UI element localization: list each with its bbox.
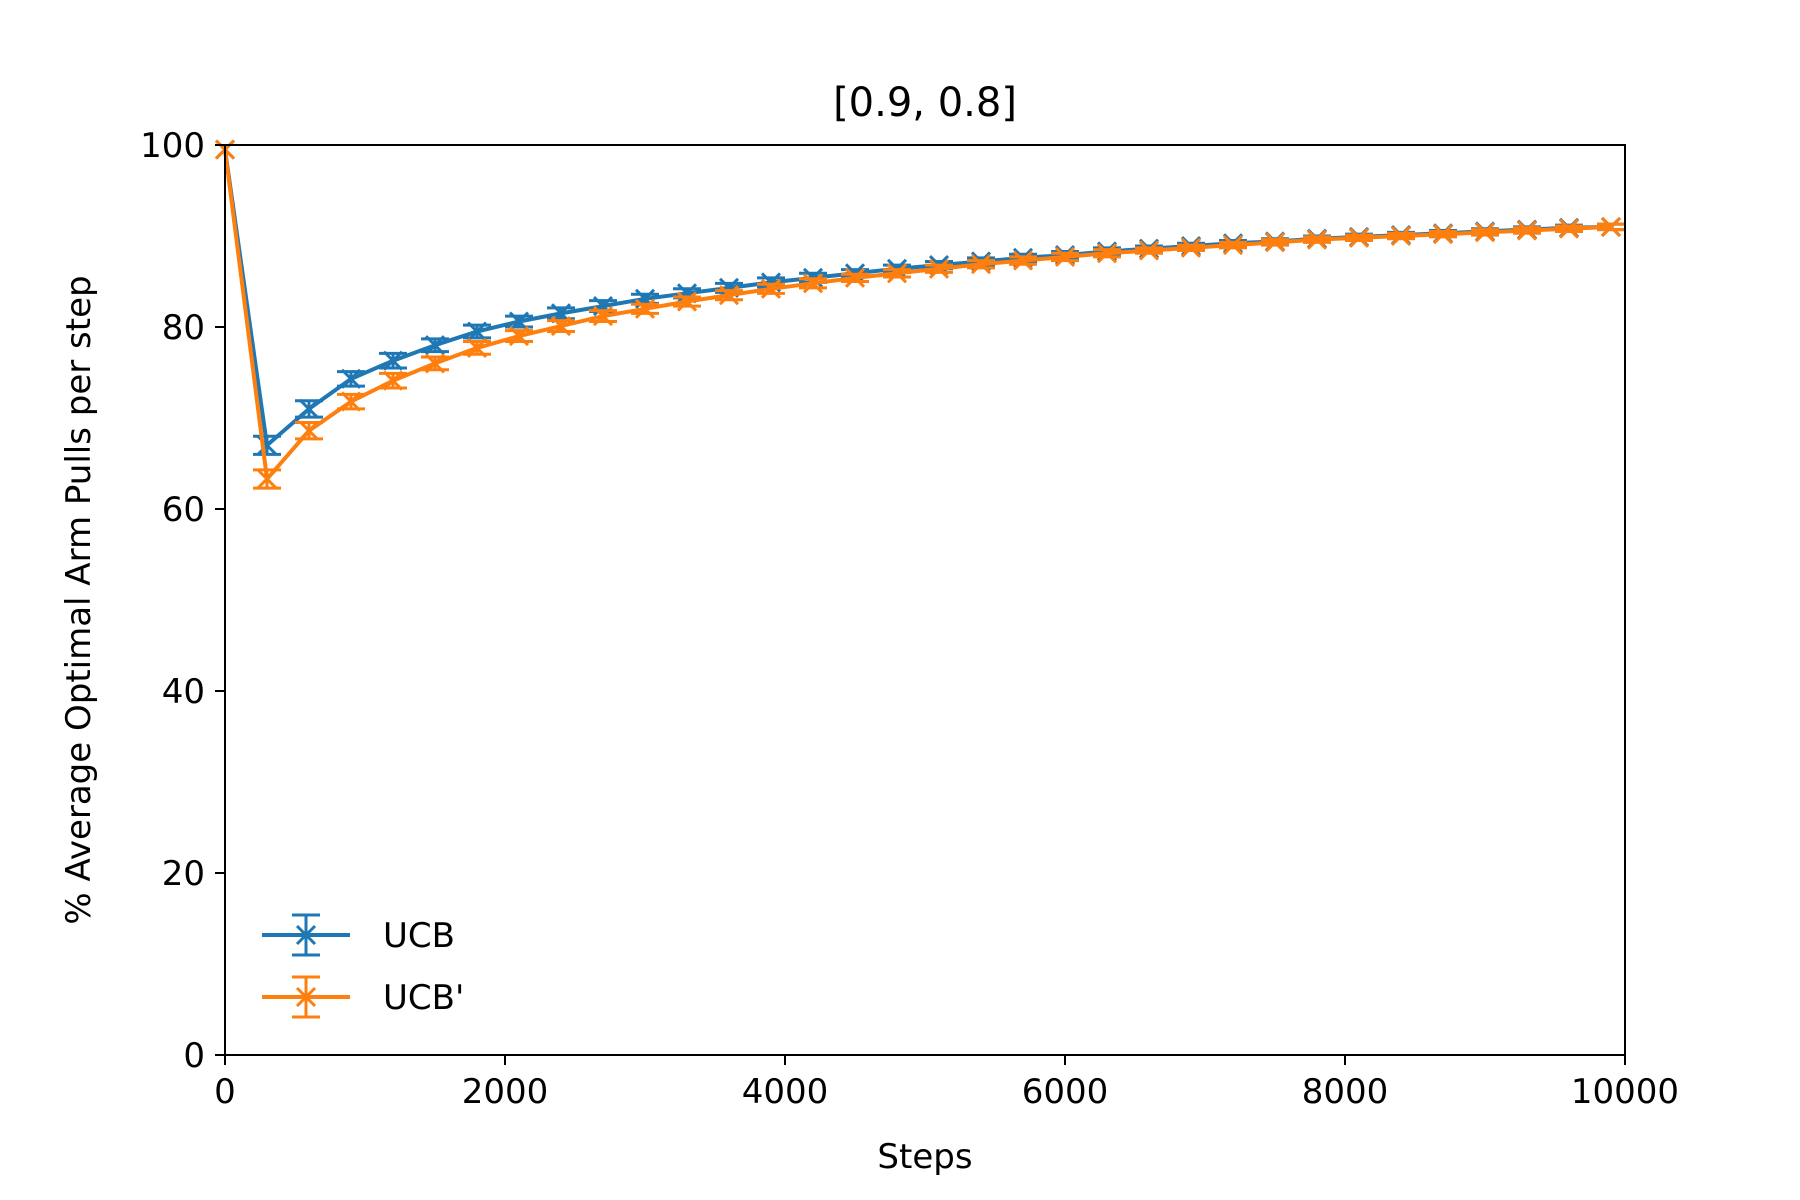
- x-tick-label: 10000: [1571, 1072, 1679, 1112]
- y-axis: 0 20 40 60 80 100: [140, 126, 225, 1076]
- data-point: [1516, 220, 1538, 241]
- data-point: [634, 298, 656, 319]
- data-point: [256, 468, 278, 490]
- data-point: [760, 278, 782, 299]
- data-point: [676, 291, 698, 312]
- data-point: [1054, 246, 1076, 267]
- data-point: [592, 306, 614, 327]
- legend: UCB UCB': [262, 913, 464, 1019]
- legend-item: UCB: [262, 913, 455, 957]
- series-line: [223, 149, 1612, 481]
- x-tick-label: 0: [214, 1072, 236, 1112]
- data-point: [298, 420, 320, 441]
- y-tick-label: 40: [162, 672, 205, 712]
- data-point: [466, 321, 488, 342]
- data-point: [802, 273, 824, 294]
- x-tick-label: 4000: [742, 1072, 829, 1112]
- data-point: [886, 263, 908, 284]
- y-tick-label: 0: [183, 1036, 205, 1076]
- data-point: [1096, 243, 1118, 264]
- chart-title: [0.9, 0.8]: [833, 80, 1017, 126]
- data-point: [1138, 240, 1160, 261]
- data-point: [1432, 224, 1454, 245]
- data-point: [1306, 229, 1328, 250]
- data-point: [508, 311, 530, 332]
- x-tick-label: 8000: [1302, 1072, 1389, 1112]
- data-point: [424, 335, 446, 356]
- legend-item: UCB': [262, 975, 464, 1019]
- data-point: [1012, 250, 1034, 271]
- y-tick-label: 60: [162, 490, 205, 530]
- data-point: [508, 326, 530, 347]
- y-tick-label: 80: [162, 308, 205, 348]
- data-point: [424, 353, 446, 374]
- x-tick-label: 2000: [462, 1072, 549, 1112]
- data-point: [340, 368, 362, 389]
- data-point: [1222, 235, 1244, 256]
- data-point: [382, 370, 404, 391]
- plot-frame: [224, 144, 1626, 1056]
- data-point: [466, 337, 488, 358]
- data-point: [382, 350, 404, 371]
- data-point: [1180, 237, 1202, 258]
- data-point: [844, 267, 866, 288]
- data-point: [298, 398, 320, 419]
- y-tick-label: 100: [140, 126, 205, 166]
- data-point: [1474, 222, 1496, 243]
- data-point: [970, 254, 992, 275]
- data-point: [1390, 225, 1412, 247]
- data-point: [1264, 232, 1286, 253]
- data-point: [1600, 216, 1622, 237]
- x-axis-label: Steps: [877, 1137, 972, 1177]
- data-point: [1558, 218, 1580, 239]
- y-tick-label: 20: [162, 854, 205, 894]
- data-point: [718, 285, 740, 306]
- series-ucb-prime: [214, 139, 1625, 490]
- data-point: [340, 391, 362, 412]
- data-point: [928, 258, 950, 279]
- data-point: [550, 316, 572, 337]
- y-axis-label: % Average Optimal Arm Pulls per step: [59, 275, 99, 924]
- legend-label: UCB: [383, 916, 455, 956]
- legend-label: UCB': [383, 978, 464, 1018]
- x-axis: 0 2000 4000 6000 8000 10000: [214, 1055, 1679, 1112]
- plot-area: [214, 139, 1625, 490]
- data-point: [1348, 227, 1370, 248]
- x-tick-label: 6000: [1022, 1072, 1109, 1112]
